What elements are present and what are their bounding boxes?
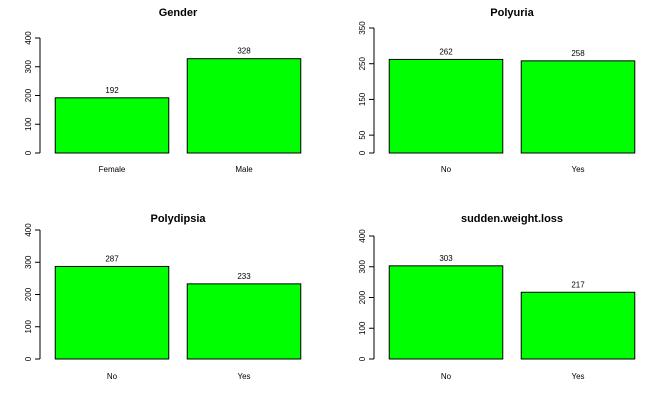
bar-yes bbox=[186, 283, 302, 360]
y-tick-label: 300 bbox=[24, 60, 33, 74]
y-tick-label: 0 bbox=[358, 356, 367, 361]
data-label: 262 bbox=[439, 47, 453, 56]
chart-title: Polydipsia bbox=[150, 213, 206, 225]
bar-male bbox=[186, 58, 302, 154]
data-label: 217 bbox=[571, 280, 585, 289]
data-label: 233 bbox=[237, 272, 251, 281]
category-label: Yes bbox=[571, 165, 584, 174]
data-label: 258 bbox=[571, 49, 585, 58]
bar-yes bbox=[520, 291, 636, 360]
category-label: No bbox=[441, 165, 452, 174]
y-tick-label: 0 bbox=[358, 150, 367, 155]
bar-no bbox=[388, 58, 504, 154]
chart-panel-3: Polydipsia 0 100 200 300 400 287 No 233 Yes bbox=[24, 213, 302, 381]
data-label: 328 bbox=[237, 47, 251, 56]
y-tick-label: 400 bbox=[24, 31, 33, 45]
y-tick-label: 150 bbox=[358, 92, 367, 106]
bar-no bbox=[54, 265, 170, 360]
data-label: 303 bbox=[439, 254, 453, 263]
y-tick-label: 100 bbox=[24, 320, 33, 334]
chart-title: Gender bbox=[159, 7, 198, 19]
y-tick-label: 200 bbox=[24, 88, 33, 102]
data-label: 287 bbox=[105, 254, 119, 263]
category-label: Yes bbox=[571, 372, 584, 381]
chart-title: sudden.weight.loss bbox=[461, 213, 563, 225]
chart-panel-1: Gender 0 100 200 300 400 192 Female 328 Male bbox=[24, 7, 302, 174]
category-label: Yes bbox=[237, 372, 250, 381]
y-tick-label: 400 bbox=[24, 223, 33, 237]
category-label: No bbox=[441, 372, 452, 381]
y-tick-label: 300 bbox=[358, 260, 367, 274]
data-label: 192 bbox=[105, 86, 119, 95]
category-label: Female bbox=[99, 165, 126, 174]
bar-female bbox=[54, 97, 170, 154]
category-label: No bbox=[107, 372, 118, 381]
y-tick-label: 400 bbox=[358, 229, 367, 243]
chart-panel-4: sudden.weight.loss 0 100 200 300 400 303 No 217 Y… bbox=[358, 213, 636, 381]
y-tick-label: 50 bbox=[358, 130, 367, 139]
y-tick-label: 350 bbox=[358, 21, 367, 35]
y-tick-label: 0 bbox=[24, 356, 33, 361]
y-tick-label: 250 bbox=[358, 56, 367, 70]
bar-yes bbox=[520, 60, 636, 154]
y-tick-label: 300 bbox=[24, 255, 33, 269]
category-label: Male bbox=[235, 165, 253, 174]
chart-panel-2: Polyuria 0 50 150 250 350 262 No 258 Yes bbox=[358, 7, 636, 174]
y-tick-label: 200 bbox=[24, 287, 33, 301]
y-tick-label: 100 bbox=[24, 117, 33, 131]
y-tick-label: 100 bbox=[358, 321, 367, 335]
bar-no bbox=[388, 265, 504, 360]
y-tick-label: 200 bbox=[358, 290, 367, 304]
chart-title: Polyuria bbox=[490, 7, 534, 19]
y-tick-label: 0 bbox=[24, 150, 33, 155]
